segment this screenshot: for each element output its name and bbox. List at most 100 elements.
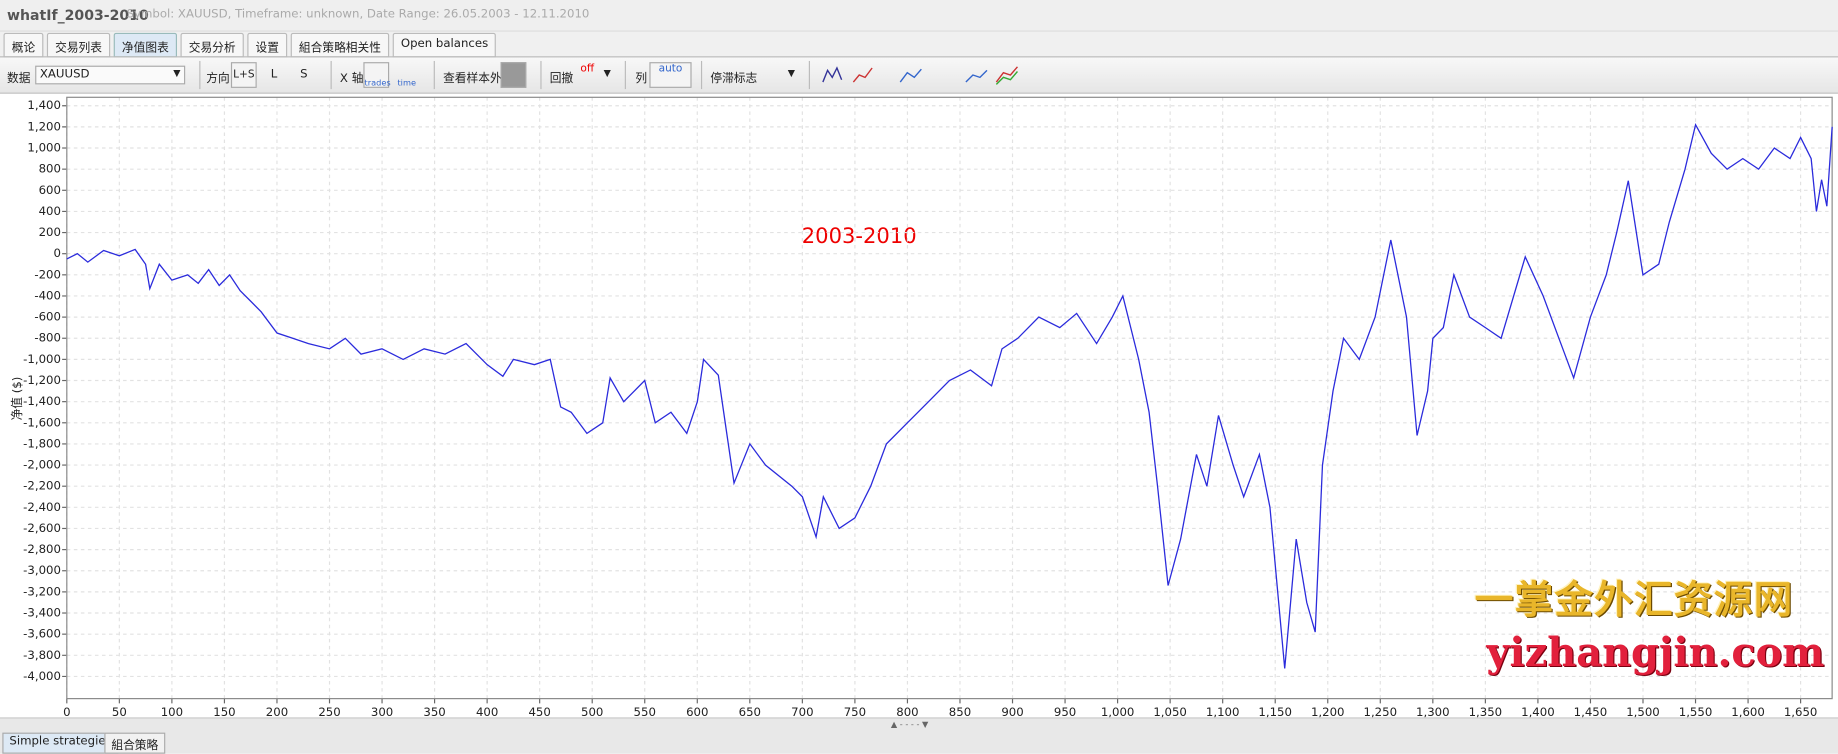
bottom-bar: ▲ - - - - ▼ Simple strategies 組合策略 — [0, 717, 1838, 754]
x-tick-label: 700 — [791, 705, 813, 717]
x-tick-label: 1,200 — [1311, 705, 1345, 717]
toggle[interactable]: L — [270, 67, 278, 81]
window-info: Symbol: XAUUSD, Timeframe: unknown, Date… — [126, 8, 590, 22]
y-tick-label: 1,000 — [27, 141, 61, 155]
y-tick-label: -3,800 — [23, 648, 61, 662]
y-tick-label: -1,800 — [23, 436, 61, 450]
toggle[interactable]: auto — [649, 62, 692, 88]
y-tick-label: -1,200 — [23, 373, 61, 387]
dropdown-value: XAUUSD — [39, 67, 90, 81]
y-tick-label: -400 — [34, 288, 61, 302]
x-tick-label: 1,150 — [1258, 705, 1292, 717]
toggle[interactable]: S — [300, 67, 308, 81]
y-tick-label: -2,000 — [23, 458, 61, 472]
x-tick-label: 250 — [318, 705, 340, 717]
watermark: yizhangjin.com — [1486, 629, 1825, 677]
x-tick-label: 100 — [161, 705, 183, 717]
bottom-tab[interactable]: 組合策略 — [104, 732, 166, 754]
toolbar: 数据 XAUUSD ▼ 方向 L+S L S X 轴 trades time 查… — [0, 56, 1838, 94]
chart-buttons[interactable] — [821, 63, 1032, 86]
dropdown[interactable]: XAUUSD ▼ — [35, 65, 186, 85]
y-tick-label: -3,200 — [23, 584, 61, 598]
y-tick-label: 600 — [39, 183, 61, 197]
separator — [433, 60, 435, 90]
x-tick-label: 0 — [63, 705, 70, 717]
x-tick-label: 1,400 — [1521, 705, 1555, 717]
x-tick-label: 200 — [266, 705, 288, 717]
annotation: 2003-2010 — [802, 223, 917, 248]
y-tick-label: -600 — [34, 310, 61, 324]
window-title: whatIf_2003-2010 — [7, 7, 149, 24]
separator — [540, 60, 542, 90]
y-tick-label: -1,600 — [23, 415, 61, 429]
tab[interactable]: 交易分析 — [180, 32, 244, 58]
x-tick-label: 600 — [686, 705, 708, 717]
x-tick-label: 300 — [371, 705, 393, 717]
tab[interactable]: Open balances — [392, 32, 497, 58]
x-tick-label: 500 — [581, 705, 603, 717]
x-tick-label: 1,050 — [1153, 705, 1187, 717]
title-bar: whatIf_2003-2010 Symbol: XAUUSD, Timefra… — [0, 0, 1838, 32]
separator — [330, 60, 332, 90]
label: 方向 — [206, 72, 230, 86]
x-tick-label: 550 — [634, 705, 656, 717]
tab[interactable]: 概论 — [3, 32, 44, 58]
x-tick-label: 1,100 — [1206, 705, 1240, 717]
arrow[interactable]: ▼ — [787, 67, 795, 79]
toggle[interactable]: trades — [363, 62, 391, 88]
x-tick-label: 400 — [476, 705, 498, 717]
label: 停滞标志 — [710, 72, 758, 86]
bottom-tab[interactable]: Simple strategies — [2, 732, 119, 754]
x-tick-label: 1,250 — [1364, 705, 1398, 717]
y-tick-label: -2,400 — [23, 500, 61, 514]
tab[interactable]: 净值图表 — [113, 32, 178, 58]
y-tick-label: -3,400 — [23, 606, 61, 620]
y-tick-label: 1,200 — [27, 119, 61, 133]
y-tick-label: 200 — [39, 225, 61, 239]
x-tick-label: 1,600 — [1731, 705, 1765, 717]
x-tick-label: 1,000 — [1101, 705, 1135, 717]
toggle[interactable] — [500, 62, 527, 88]
x-tick-label: 1,350 — [1469, 705, 1503, 717]
y-tick-label: -4,000 — [23, 669, 61, 683]
plot-border — [66, 96, 1833, 700]
y-tick-label: -1,000 — [23, 352, 61, 366]
y-tick-label: -2,200 — [23, 479, 61, 493]
toggle[interactable]: time — [397, 78, 417, 88]
x-tick-label: 450 — [528, 705, 550, 717]
label: 回撤 — [549, 72, 574, 86]
x-tick-label: 150 — [213, 705, 235, 717]
y-tick-label: -3,000 — [23, 563, 61, 577]
splitter[interactable]: ▲ - - - - ▼ — [890, 719, 929, 730]
separator — [624, 60, 626, 90]
x-tick-label: 650 — [739, 705, 761, 717]
arrow[interactable]: ▼ — [603, 67, 611, 79]
toggle[interactable]: off — [580, 63, 595, 76]
y-tick-label: 400 — [39, 204, 61, 218]
x-tick-label: 750 — [844, 705, 866, 717]
y-tick-label: -3,600 — [23, 627, 61, 641]
x-tick-label: 1,300 — [1416, 705, 1450, 717]
equity-line — [66, 122, 1833, 669]
tab[interactable]: 交易列表 — [46, 32, 111, 58]
separator — [199, 60, 201, 90]
y-axis-label: 净值 ($) — [10, 377, 24, 421]
label: 查看样本外 — [443, 72, 502, 86]
label: 数据 — [7, 72, 31, 86]
x-tick-label: 50 — [112, 705, 127, 717]
tab[interactable]: 組合策略相关性 — [290, 32, 390, 58]
x-tick-label: 1,550 — [1679, 705, 1713, 717]
y-tick-label: -200 — [34, 267, 61, 281]
separator — [808, 60, 810, 90]
tab[interactable]: 设置 — [247, 32, 288, 58]
arrow: ▼ — [173, 67, 181, 79]
x-tick-label: 900 — [1001, 705, 1023, 717]
x-tick-label: 1,650 — [1784, 705, 1818, 717]
equity-chart: 净值 ($) 2003-2010 -4,000 -3,800 -3,600 -3,40… — [0, 93, 1838, 718]
tab-bar: 概论 交易列表 净值图表 交易分析 设置 組合策略相关性 Open balanc… — [0, 32, 497, 58]
watermark: 一掌金外汇资源网 — [1474, 576, 1794, 623]
toggle[interactable]: L+S — [230, 62, 257, 88]
y-tick-label: 1,400 — [27, 98, 61, 112]
y-tick-label: -800 — [34, 331, 61, 345]
